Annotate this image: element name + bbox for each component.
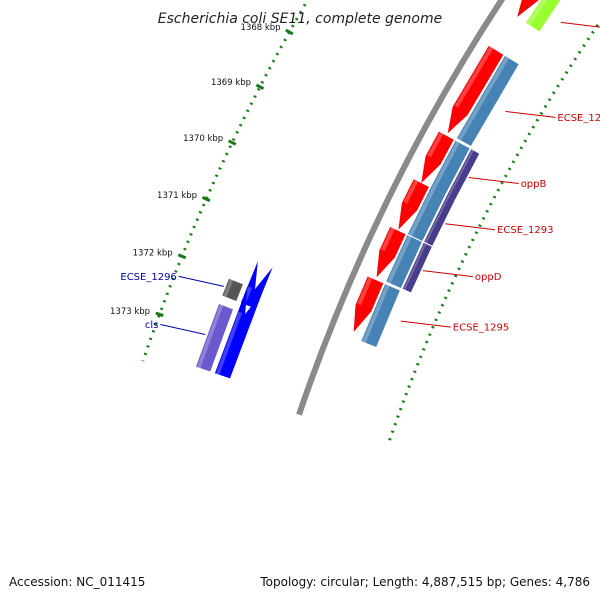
gene-feature-body: [361, 284, 400, 347]
gene-feature-body: [386, 235, 422, 288]
gene-feature-shine: [427, 132, 444, 158]
gene-feature: [353, 276, 384, 332]
gene-feature-body: [240, 261, 273, 309]
accession-label: Accession: NC_011415: [9, 575, 145, 589]
gene-feature-shine: [447, 149, 474, 198]
gene-feature-shine: [425, 196, 450, 243]
gene-feature-shine: [197, 304, 224, 369]
gene-label: cls: [145, 320, 159, 331]
genome-summary: Topology: circular; Length: 4,887,515 bp…: [259, 575, 590, 589]
tick-dot-ring-outer: [141, 0, 310, 362]
gene-feature: [222, 278, 243, 301]
gene-feature-body: [517, 0, 539, 17]
kbp-ticks: 1364 kbp1365 kbp1366 kbp1367 kbp1368 kbp…: [110, 23, 294, 318]
tick-mark: [255, 83, 265, 91]
gene-feature-body: [398, 179, 429, 230]
gene-label: ECSE_1291: [557, 113, 600, 124]
label-leader-line: [400, 320, 451, 328]
gene-feature-shine: [362, 284, 390, 343]
gene-feature-shine: [457, 56, 509, 141]
gene-feature: [430, 140, 470, 196]
gene-feature-body: [214, 286, 263, 379]
gene-features: [196, 0, 561, 379]
label-leader-line: [468, 177, 519, 184]
label-leader-line: [178, 275, 224, 287]
tick-label: 1368 kbp: [241, 23, 281, 33]
gene-feature-shine: [526, 0, 547, 26]
gene-feature-shine: [431, 141, 460, 190]
gene-feature-shine: [408, 188, 435, 237]
gene-feature-shine: [387, 235, 412, 284]
tick-mark: [155, 311, 164, 318]
tick-label: 1371 kbp: [157, 191, 197, 201]
gene-feature: [361, 284, 400, 347]
tick-dot-rings: [141, 0, 600, 446]
gene-feature-body: [446, 149, 480, 201]
gene-feature-body: [353, 276, 384, 332]
label-leader-line: [445, 223, 496, 231]
gene-feature: [398, 179, 429, 230]
gene-feature: [456, 55, 519, 146]
tick-label: 1369 kbp: [211, 78, 251, 88]
gene-feature: [421, 131, 454, 183]
tick-label: 1370 kbp: [183, 134, 223, 144]
gene-feature-body: [456, 55, 519, 146]
gene-label: oppD: [475, 272, 502, 283]
gene-feature-body: [376, 227, 406, 278]
gene-feature: [376, 227, 406, 278]
gene-feature-body: [196, 304, 233, 372]
gene-feature-body: [222, 278, 243, 301]
label-leader-line: [160, 324, 206, 335]
label-leader-line: [505, 110, 556, 118]
map-title: Escherichia coli SE11, complete genome: [158, 11, 442, 27]
tick-mark: [177, 253, 187, 260]
backbone-line: [296, 0, 506, 416]
tick-mark: [201, 196, 211, 203]
gene-feature: [526, 0, 561, 32]
label-leader-line: [560, 21, 600, 28]
tick-label: 1373 kbp: [110, 307, 150, 317]
gene-feature-shine: [454, 46, 494, 108]
gene-feature: [402, 242, 432, 293]
tick-mark: [285, 28, 294, 36]
gene-label: ECSE_1293: [497, 225, 553, 236]
gene-feature-body: [447, 45, 504, 134]
gene-feature: [407, 187, 445, 241]
gene-feature-shine: [381, 227, 395, 251]
gene-feature-shine: [357, 276, 373, 306]
gene-feature-shine: [215, 311, 243, 375]
tick-mark: [227, 139, 237, 146]
gene-feature-body: [402, 242, 432, 293]
backbone-ring: [296, 0, 506, 416]
gene-feature: [447, 45, 504, 134]
gene-feature: [517, 0, 539, 17]
tick-dot-ring-inner: [386, 19, 600, 446]
gene-feature: [386, 235, 422, 288]
gene-feature-body: [407, 187, 445, 241]
gene-feature: [424, 196, 455, 246]
gene-feature: [214, 286, 263, 379]
gene-label: ECSE_1295: [453, 323, 509, 334]
label-leader-line: [422, 270, 473, 278]
gene-feature-body: [421, 131, 454, 183]
gene-feature-shine: [403, 179, 419, 204]
gene-feature: [446, 149, 480, 201]
tick-label: 1372 kbp: [133, 249, 173, 259]
gene-feature-shine: [223, 279, 234, 298]
gene-feature-body: [424, 196, 455, 246]
gene-feature: [196, 304, 233, 372]
gene-feature-body: [526, 0, 561, 32]
gene-feature-shine: [403, 243, 427, 290]
gene-labels: ECSE_1290ECSE_1291oppBECSE_1293oppDECSE_…: [120, 21, 600, 335]
gene-label: ECSE_1296: [120, 272, 176, 283]
gene-label: oppB: [521, 179, 547, 190]
gene-feature-body: [430, 140, 470, 196]
